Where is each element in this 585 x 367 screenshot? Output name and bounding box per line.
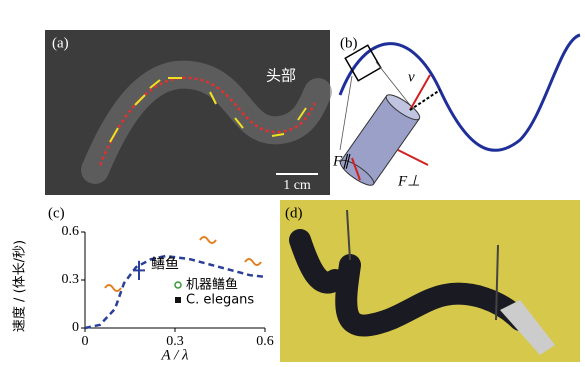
force-arrow — [398, 150, 428, 165]
v-label: v — [408, 69, 415, 85]
y-tick-label: 0 — [72, 320, 79, 335]
y-tick-label: 0.3 — [62, 272, 80, 287]
x-tick-label: 0 — [82, 334, 89, 349]
fpar-label: F∥ — [332, 153, 351, 169]
y-axis-label: 速度 / (体长/秒) — [12, 240, 28, 332]
x-tick-label: 0.6 — [256, 334, 274, 349]
figure: (a) 头部 1 cm (b) v F∥ F⊥ (d) (c) 0 0.3 0.6 0 0… — [0, 0, 585, 367]
panel-label: (a) — [52, 35, 69, 51]
fperp-label: F⊥ — [397, 173, 420, 189]
legend-marker — [175, 282, 181, 288]
point-label: 鳝鱼 — [151, 255, 179, 272]
x-axis-label: A / λ — [160, 347, 189, 363]
panel-label: (d) — [285, 205, 303, 221]
head-label: 头部 — [266, 67, 296, 85]
legend-marker — [175, 297, 181, 303]
tangent — [410, 90, 440, 110]
waveform-icon — [245, 259, 261, 265]
panel-label: (c) — [48, 205, 65, 221]
scale-label: 1 cm — [283, 178, 311, 193]
waveform-icon — [200, 237, 216, 243]
legend-label: 机器鳝鱼 — [186, 277, 238, 293]
waveform-icon — [105, 285, 121, 291]
legend-label: C. elegans — [186, 293, 254, 308]
y-tick-label: 0.6 — [62, 224, 80, 239]
panel-label: (b) — [340, 35, 358, 51]
